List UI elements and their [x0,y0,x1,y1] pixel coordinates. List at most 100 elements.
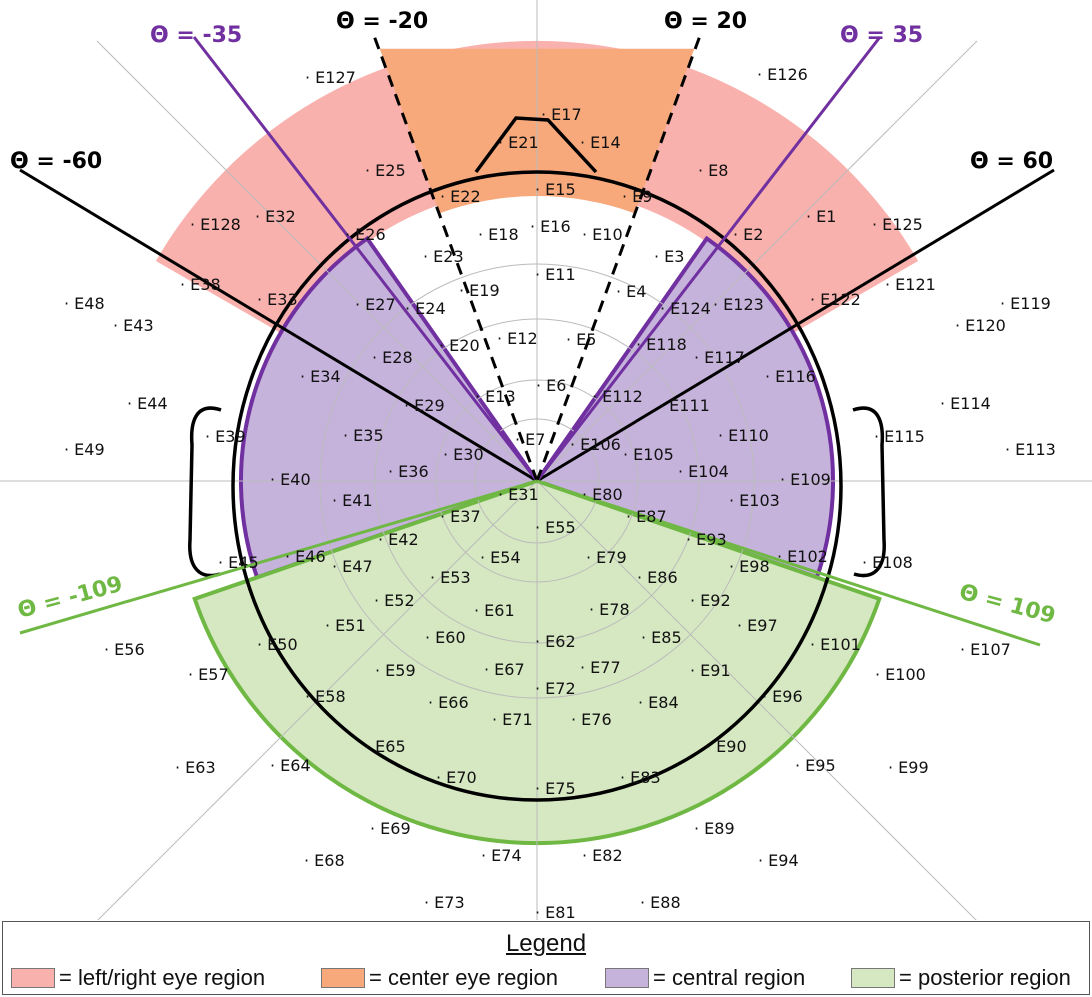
electrode-label-e124: · E124 [660,299,711,318]
electrode-label-e29: · E29 [404,396,445,415]
electrode-label-e37: · E37 [440,507,481,526]
electrode-label-e65: · E65 [365,737,406,756]
angle-label-pos20: Θ = 20 [664,9,747,34]
electrode-label-e39: · E39 [205,427,246,446]
electrode-label-e70: · E70 [436,768,477,787]
ray-pos109 [536,479,1041,647]
electrode-label-e103: · E103 [729,491,780,510]
electrode-label-e127: · E127 [305,68,356,87]
electrode-label-e87: · E87 [626,507,667,526]
electrode-label-e57: · E57 [188,665,229,684]
electrode-label-e15: · E15 [535,180,576,199]
electrode-label-e11: · E11 [535,265,576,284]
electrode-label-e109: · E109 [780,470,831,489]
electrode-label-e53: · E53 [430,568,471,587]
electrode-label-e32: · E32 [255,207,296,226]
electrode-label-e69: · E69 [370,819,411,838]
electrode-label-e33: · E33 [257,290,298,309]
electrode-label-e66: · E66 [428,693,469,712]
electrode-label-e81: · E81 [535,903,576,920]
left-ear-outline [188,406,222,578]
electrode-label-e24: · E24 [405,299,446,318]
electrode-label-e59: · E59 [375,661,416,680]
electrode-label-e3: · E3 [654,247,684,266]
ray-pos35 [535,36,882,482]
central-region-right [533,235,836,580]
electrode-label-e123: · E123 [713,295,764,314]
electrode-label-e86: · E86 [637,568,678,587]
legend-label: = left/right eye region [59,965,266,990]
electrode-label-e74: · E74 [481,846,522,865]
electrode-label-e62: · E62 [535,632,576,651]
head-circle [231,170,843,802]
electrode-label-e36: · E36 [388,462,429,481]
electrode-label-e78: · E78 [589,600,630,619]
electrode-label-e115: · E115 [874,427,925,446]
legend-item-center-eye: = center eye region [321,965,558,990]
electrode-label-e35: · E35 [343,426,384,445]
legend-label: = central region [653,965,806,990]
electrode-labels: · E1 · E2 · E3 · E4 · E5 · E6 · E7 · E8 · E9 · E1… [64,65,1056,922]
electrode-label-e56: · E56 [104,640,145,659]
electrode-label-e126: · E126 [757,65,808,84]
electrode-label-e120: · E120 [955,316,1006,335]
electrode-label-e82: · E82 [582,846,623,865]
electrode-label-e102: · E102 [777,547,828,566]
electrode-label-e100: · E100 [875,665,926,684]
legend-title: Legend [505,930,587,957]
legend-item-posterior: = posterior region [851,965,1071,990]
electrode-label-e58: · E58 [305,687,346,706]
electrode-label-e43: · E43 [113,316,154,335]
angle-rays [19,32,1055,647]
electrode-label-e113: · E113 [1005,440,1056,459]
electrode-label-e88: · E88 [640,893,681,912]
electrode-label-e34: · E34 [300,367,341,386]
electrode-label-e92: · E92 [690,591,731,610]
legend-item-central: = central region [605,965,806,990]
electrode-label-e93: · E93 [686,530,727,549]
electrode-label-e21: · E21 [498,133,539,152]
electrode-label-e20: · E20 [439,336,480,355]
electrode-label-e64: · E64 [270,756,311,775]
electrode-label-e117: · E117 [694,348,745,367]
polar-grid [0,0,1092,922]
electrode-label-e73: · E73 [424,893,465,912]
electrode-label-e108: · E108 [862,553,913,572]
electrode-label-e94: · E94 [758,851,799,870]
electrode-label-e75: · E75 [535,779,576,798]
electrode-label-e79: · E79 [586,548,627,567]
electrode-label-e49: · E49 [64,440,105,459]
electrode-label-e17: · E17 [541,105,582,124]
electrode-label-e122: · E122 [810,290,861,309]
electrode-label-e125: · E125 [872,215,923,234]
electrode-label-e76: · E76 [571,710,612,729]
electrode-label-e27: · E27 [355,295,396,314]
electrode-label-e98: · E98 [729,557,770,576]
electrode-label-e30: · E30 [443,445,484,464]
angle-label-neg109: Θ = -109 [15,572,125,624]
legend-box: Legend = left/right eye region = center … [2,921,1090,995]
electrode-label-e22: · E22 [440,187,481,206]
central-region-left [238,235,541,580]
electrode-label-e128: · E128 [190,215,241,234]
electrode-label-e114: · E114 [940,394,991,413]
angle-label-neg60: Θ = -60 [10,149,102,174]
electrode-label-e67: · E67 [484,660,525,679]
electrode-label-e99: · E99 [888,758,929,777]
electrode-label-e45: · E45 [218,553,259,572]
electrode-label-e121: · E121 [885,275,936,294]
electrode-label-e60: · E60 [425,628,466,647]
montage-svg: Θ = -60 Θ = 60 Θ = -35 Θ = 35 Θ = -20 Θ … [0,0,1092,922]
electrode-label-e51: · E51 [325,616,366,635]
electrode-label-e111: · E111 [659,396,710,415]
electrode-label-e105: · E105 [623,445,674,464]
legend-swatch-central [605,968,649,988]
electrode-label-e83: · E83 [620,768,661,787]
electrode-label-e26: · E26 [345,225,386,244]
electrode-label-e68: · E68 [304,851,345,870]
electrode-label-e18: · E18 [478,225,519,244]
angle-label-neg20: Θ = -20 [336,9,428,34]
electrode-label-e13: · E13 [475,387,516,406]
electrode-label-e119: · E119 [1000,294,1051,313]
electrode-label-e77: · E77 [580,658,621,677]
